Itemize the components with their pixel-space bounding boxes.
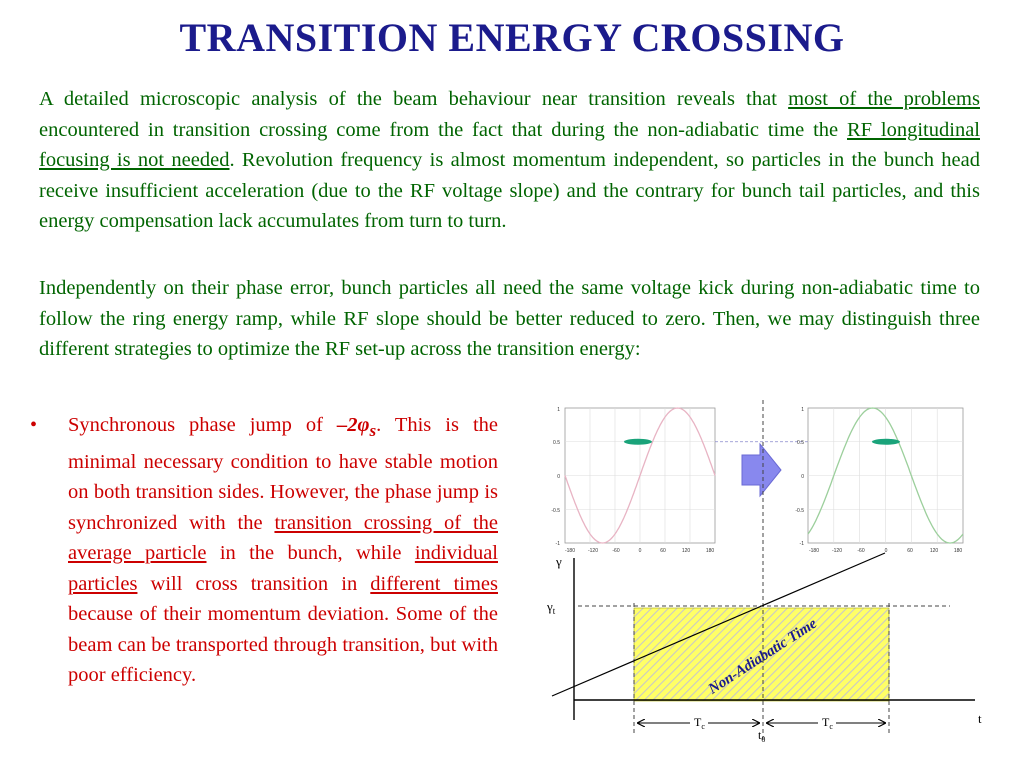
gamma-t-label: γt	[546, 599, 556, 616]
bullet-text-4: will cross transition in	[137, 572, 371, 595]
left-xtick-4: 60	[660, 548, 666, 554]
right-xtick-6: 180	[954, 548, 963, 554]
right-ytick-2: 0	[801, 474, 804, 480]
t0-label: t0	[758, 728, 765, 744]
para1-text-2: encountered in transition crossing come …	[39, 118, 847, 141]
right-ytick-3: -0.5	[795, 508, 804, 514]
t0-main: t	[758, 728, 762, 742]
right-ytick-1: 0.5	[797, 440, 804, 446]
left-x-ticks: -180 -120 -60 0 60 120 180	[565, 548, 714, 554]
right-rf-plot: 1 0.5 0 -0.5 -1 -180 -120 -60 0 60 120 1…	[795, 407, 964, 554]
phase-jump-formula: –2φs	[336, 414, 376, 440]
gamma-ramp-line	[551, 552, 886, 697]
right-xtick-5: 120	[930, 548, 939, 554]
para1-underline-2: RF longitudinal focusing is not needed	[39, 118, 980, 172]
bullet-text-3: in the bunch, while	[206, 542, 415, 565]
strategy-paragraph: Independently on their phase error, bunc…	[39, 277, 980, 360]
bullet-underline-2: individual particles	[68, 542, 498, 595]
gamma-t-sub: t	[553, 606, 556, 616]
bullet-text-1: Synchronous phase jump of	[68, 414, 337, 436]
bullet-item: • Synchronous phase jump of –2φs. This i…	[30, 410, 498, 691]
para1-underline-1: most of the problems	[788, 88, 980, 110]
right-tc-main: T	[822, 715, 830, 729]
right-xtick-4: 60	[907, 548, 913, 554]
bullet-underline-1: transition crossing of the average parti…	[68, 511, 498, 565]
time-axis-label: t	[978, 711, 982, 726]
left-bunch	[624, 438, 652, 445]
left-xtick-1: -120	[588, 548, 598, 554]
left-xtick-5: 120	[682, 548, 691, 554]
bullet-text-5: because of their momentum deviation. Som…	[68, 603, 498, 687]
right-y-ticks: 1 0.5 0 -0.5 -1	[795, 407, 804, 547]
left-tc-label-bg	[690, 714, 708, 728]
timeline-diagram: Non-Adiabatic Time γ γt t Tc Tc t0	[546, 400, 982, 744]
left-tc-sub: c	[701, 722, 705, 731]
right-arrow-icon	[741, 442, 782, 498]
right-xtick-0: -180	[809, 548, 819, 554]
left-tc-main: T	[694, 715, 702, 729]
right-ytick-4: -1	[800, 541, 805, 547]
bullet-text: Synchronous phase jump of –2φs. This is …	[68, 410, 498, 691]
diagram-svg: 1 0.5 0 -0.5 -1 -180 -120 -60 0 60 120 1…	[546, 400, 982, 744]
formula-subscript: s	[369, 421, 377, 441]
slide-title: TRANSITION ENERGY CROSSING	[179, 15, 845, 60]
left-ytick-4: -1	[556, 541, 561, 547]
bullet-marker: •	[30, 414, 38, 436]
para1-text-3: . Revolution frequency is almost momentu…	[39, 149, 981, 232]
right-x-ticks: -180 -120 -60 0 60 120 180	[809, 548, 962, 554]
left-ytick-1: 0.5	[553, 440, 560, 446]
bullet-underline-3: different times	[370, 572, 498, 595]
right-ytick-0: 1	[801, 407, 804, 413]
gamma-t-main: γ	[546, 599, 553, 614]
right-rf-waveform	[807, 407, 964, 544]
right-xtick-1: -120	[832, 548, 842, 554]
left-rf-waveform	[564, 407, 716, 544]
left-ytick-0: 1	[557, 407, 560, 413]
right-xtick-2: -60	[857, 548, 864, 554]
right-xtick-3: 0	[885, 548, 888, 554]
right-tc-sub: c	[829, 722, 833, 731]
left-ytick-2: 0	[557, 474, 560, 480]
intro-paragraph: A detailed microscopic analysis of the b…	[39, 84, 980, 237]
bullet-text-2: . This is the minimal necessary conditio…	[68, 414, 498, 534]
right-tc-label: Tc	[822, 715, 833, 731]
left-y-ticks: 1 0.5 0 -0.5 -1	[551, 407, 560, 547]
left-xtick-2: -60	[612, 548, 619, 554]
t0-sub: 0	[761, 735, 765, 744]
formula-main: –2φ	[336, 414, 370, 436]
para1-text-1: A detailed microscopic analysis of the b…	[39, 88, 789, 110]
left-xtick-3: 0	[639, 548, 642, 554]
left-rf-plot: 1 0.5 0 -0.5 -1 -180 -120 -60 0 60 120 1…	[551, 407, 716, 554]
transition-diagram: 1 0.5 0 -0.5 -1 -180 -120 -60 0 60 120 1…	[530, 398, 1000, 758]
non-adiabatic-hatch	[633, 607, 890, 702]
left-xtick-6: 180	[706, 548, 715, 554]
left-ytick-3: -0.5	[551, 508, 560, 514]
left-tc-label: Tc	[694, 715, 705, 731]
gamma-axis-label: γ	[555, 554, 562, 569]
right-bunch	[872, 438, 900, 445]
left-xtick-0: -180	[565, 548, 575, 554]
right-tc-label-bg	[818, 714, 836, 728]
